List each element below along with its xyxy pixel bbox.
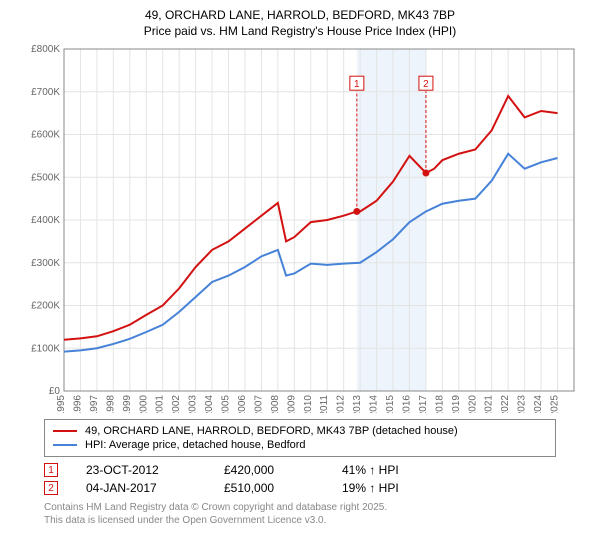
svg-text:2002: 2002 bbox=[171, 395, 182, 413]
legend-item: HPI: Average price, detached house, Bedf… bbox=[53, 438, 547, 452]
chart-svg: £0£100K£200K£300K£400K£500K£600K£700K£80… bbox=[20, 43, 580, 413]
attribution-line: This data is licensed under the Open Gov… bbox=[44, 514, 592, 527]
legend-item: 49, ORCHARD LANE, HARROLD, BEDFORD, MK43… bbox=[53, 424, 547, 438]
svg-text:2017: 2017 bbox=[418, 395, 429, 413]
svg-text:£300K: £300K bbox=[31, 258, 60, 269]
datapoint-delta: 41% ↑ HPI bbox=[342, 463, 399, 477]
svg-text:2003: 2003 bbox=[188, 395, 199, 413]
svg-text:2: 2 bbox=[423, 79, 429, 90]
datapoint-price: £510,000 bbox=[224, 481, 314, 495]
datapoint-list: 1 23-OCT-2012 £420,000 41% ↑ HPI 2 04-JAN-201… bbox=[8, 461, 592, 497]
datapoint-marker: 2 bbox=[44, 481, 58, 495]
datapoint-marker: 1 bbox=[44, 463, 58, 477]
datapoint-date: 04-JAN-2017 bbox=[86, 481, 196, 495]
datapoint-delta: 19% ↑ HPI bbox=[342, 481, 399, 495]
legend: 49, ORCHARD LANE, HARROLD, BEDFORD, MK43… bbox=[44, 419, 556, 457]
svg-text:1996: 1996 bbox=[72, 395, 83, 413]
svg-text:1998: 1998 bbox=[105, 395, 116, 413]
svg-text:2016: 2016 bbox=[401, 395, 412, 413]
svg-text:2018: 2018 bbox=[434, 395, 445, 413]
attribution: Contains HM Land Registry data © Crown c… bbox=[8, 497, 592, 527]
attribution-line: Contains HM Land Registry data © Crown c… bbox=[44, 501, 592, 514]
svg-text:2024: 2024 bbox=[533, 395, 544, 413]
svg-text:2021: 2021 bbox=[484, 395, 495, 413]
svg-text:£800K: £800K bbox=[31, 44, 60, 55]
svg-text:£600K: £600K bbox=[31, 130, 60, 141]
datapoint-row: 2 04-JAN-2017 £510,000 19% ↑ HPI bbox=[8, 479, 592, 497]
svg-text:1997: 1997 bbox=[89, 395, 100, 413]
svg-text:2011: 2011 bbox=[319, 395, 330, 413]
svg-text:1: 1 bbox=[354, 79, 360, 90]
datapoint-price: £420,000 bbox=[224, 463, 314, 477]
svg-text:2020: 2020 bbox=[467, 395, 478, 413]
svg-text:2015: 2015 bbox=[385, 395, 396, 413]
svg-text:1995: 1995 bbox=[56, 395, 67, 413]
svg-text:£500K: £500K bbox=[31, 172, 60, 183]
svg-text:2014: 2014 bbox=[369, 395, 380, 413]
title-line-1: 49, ORCHARD LANE, HARROLD, BEDFORD, MK43… bbox=[8, 8, 592, 24]
chart-container: 49, ORCHARD LANE, HARROLD, BEDFORD, MK43… bbox=[0, 0, 600, 535]
svg-text:2022: 2022 bbox=[500, 395, 511, 413]
svg-text:2019: 2019 bbox=[451, 395, 462, 413]
svg-text:2007: 2007 bbox=[253, 395, 264, 413]
svg-text:2006: 2006 bbox=[237, 395, 248, 413]
svg-text:£400K: £400K bbox=[31, 215, 60, 226]
svg-text:2008: 2008 bbox=[270, 395, 281, 413]
svg-text:1999: 1999 bbox=[122, 395, 133, 413]
svg-text:2023: 2023 bbox=[517, 395, 528, 413]
svg-text:2013: 2013 bbox=[352, 395, 363, 413]
chart-title: 49, ORCHARD LANE, HARROLD, BEDFORD, MK43… bbox=[8, 8, 592, 39]
title-line-2: Price paid vs. HM Land Registry's House … bbox=[8, 24, 592, 40]
legend-label: 49, ORCHARD LANE, HARROLD, BEDFORD, MK43… bbox=[85, 425, 458, 437]
legend-swatch bbox=[53, 430, 77, 432]
svg-text:2005: 2005 bbox=[221, 395, 232, 413]
svg-text:2001: 2001 bbox=[155, 395, 166, 413]
svg-text:2009: 2009 bbox=[286, 395, 297, 413]
legend-swatch bbox=[53, 444, 77, 446]
datapoint-date: 23-OCT-2012 bbox=[86, 463, 196, 477]
svg-text:2025: 2025 bbox=[550, 395, 561, 413]
svg-text:2012: 2012 bbox=[336, 395, 347, 413]
datapoint-row: 1 23-OCT-2012 £420,000 41% ↑ HPI bbox=[8, 461, 592, 479]
svg-text:2010: 2010 bbox=[303, 395, 314, 413]
svg-text:2004: 2004 bbox=[204, 395, 215, 413]
chart-plot: £0£100K£200K£300K£400K£500K£600K£700K£80… bbox=[20, 43, 580, 413]
svg-text:2000: 2000 bbox=[138, 395, 149, 413]
legend-label: HPI: Average price, detached house, Bedf… bbox=[85, 439, 306, 451]
svg-text:£100K: £100K bbox=[31, 343, 60, 354]
svg-text:£200K: £200K bbox=[31, 301, 60, 312]
svg-text:£700K: £700K bbox=[31, 87, 60, 98]
